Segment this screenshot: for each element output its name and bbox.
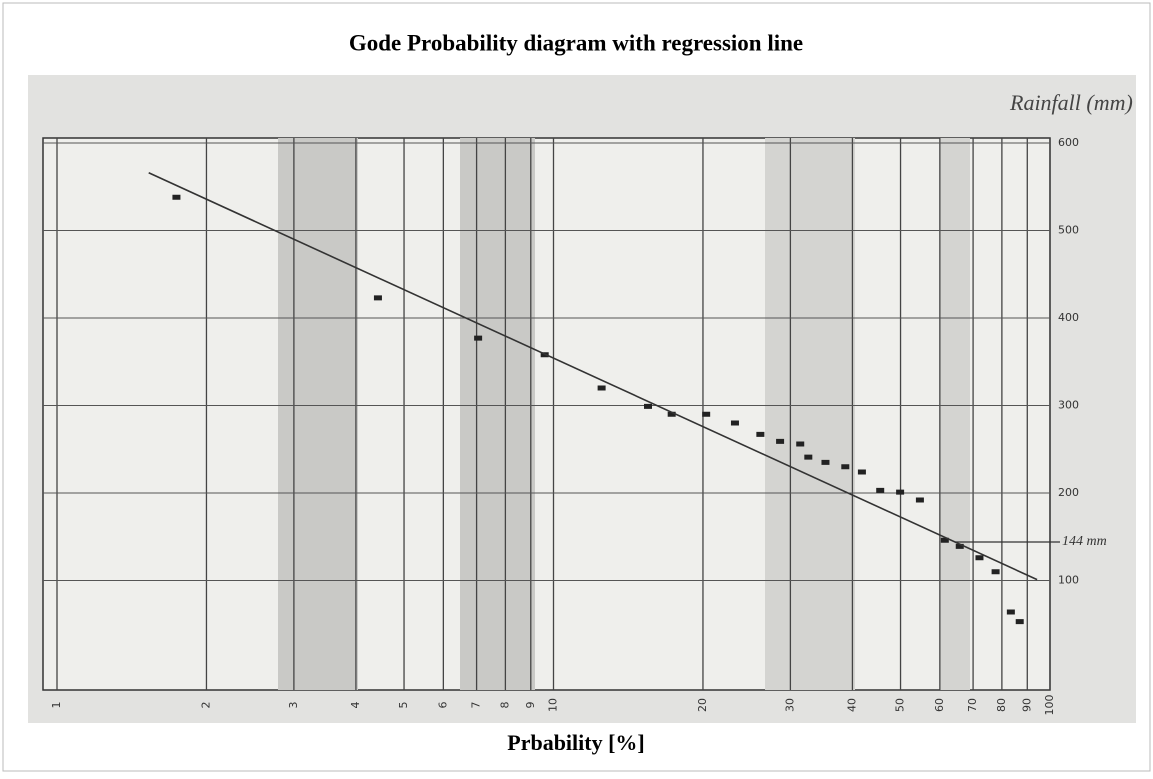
shade-band	[765, 138, 855, 690]
shade-band	[940, 138, 970, 690]
x-tick-label: 6	[436, 702, 449, 709]
y-tick-label: 500	[1058, 224, 1079, 237]
chart-title: Gode Probability diagram with regression…	[349, 30, 803, 55]
data-point	[1015, 619, 1024, 625]
data-point	[841, 464, 850, 470]
x-tick-label: 40	[845, 698, 858, 712]
y-axis-label: Rainfall (mm)	[1009, 90, 1133, 115]
data-point	[756, 431, 765, 437]
data-point	[1006, 609, 1015, 615]
data-point	[940, 537, 949, 543]
shade-band	[278, 138, 358, 690]
y-tick-label: 200	[1058, 486, 1079, 499]
x-tick-label: 8	[498, 702, 511, 709]
x-tick-label: 1	[50, 702, 63, 709]
x-tick-label: 3	[287, 702, 300, 709]
x-tick-label: 80	[995, 698, 1008, 712]
x-tick-label: 50	[894, 698, 907, 712]
data-point	[702, 411, 711, 417]
x-tick-label: 60	[933, 698, 946, 712]
x-tick-label: 20	[696, 698, 709, 712]
data-point	[643, 403, 652, 409]
data-point	[796, 441, 805, 447]
x-tick-label: 9	[524, 702, 537, 709]
data-point	[876, 487, 885, 493]
data-point	[915, 497, 924, 503]
x-tick-label: 70	[966, 698, 979, 712]
data-point	[821, 459, 830, 465]
y-tick-label: 600	[1058, 136, 1079, 149]
data-point	[955, 543, 964, 549]
data-point	[373, 295, 382, 301]
x-tick-label: 30	[783, 698, 796, 712]
shade-band	[460, 138, 535, 690]
data-point	[804, 454, 813, 460]
x-tick-label: 5	[397, 702, 410, 709]
data-point	[667, 411, 676, 417]
x-tick-label: 7	[470, 702, 483, 709]
data-point	[474, 335, 483, 341]
data-point	[991, 569, 1000, 575]
x-tick-label: 4	[349, 702, 362, 709]
x-tick-label: 2	[199, 702, 212, 709]
data-point	[896, 489, 905, 495]
x-axis-label: Prbability [%]	[507, 730, 645, 755]
y-tick-label: 300	[1058, 399, 1079, 412]
y-tick-label: 400	[1058, 311, 1079, 324]
regression-line	[148, 172, 1038, 581]
data-point	[597, 385, 606, 391]
y-tick-label: 100	[1058, 574, 1079, 587]
x-tick-label: 100	[1043, 695, 1056, 716]
data-point	[172, 194, 181, 200]
data-point	[857, 469, 866, 475]
data-point	[975, 555, 984, 561]
x-tick-label: 10	[547, 698, 560, 712]
data-point	[776, 438, 785, 444]
annotation: 144 mm	[1062, 534, 1107, 549]
x-tick-label: 90	[1020, 698, 1033, 712]
plot-area	[42, 137, 1051, 691]
data-point	[730, 420, 739, 426]
